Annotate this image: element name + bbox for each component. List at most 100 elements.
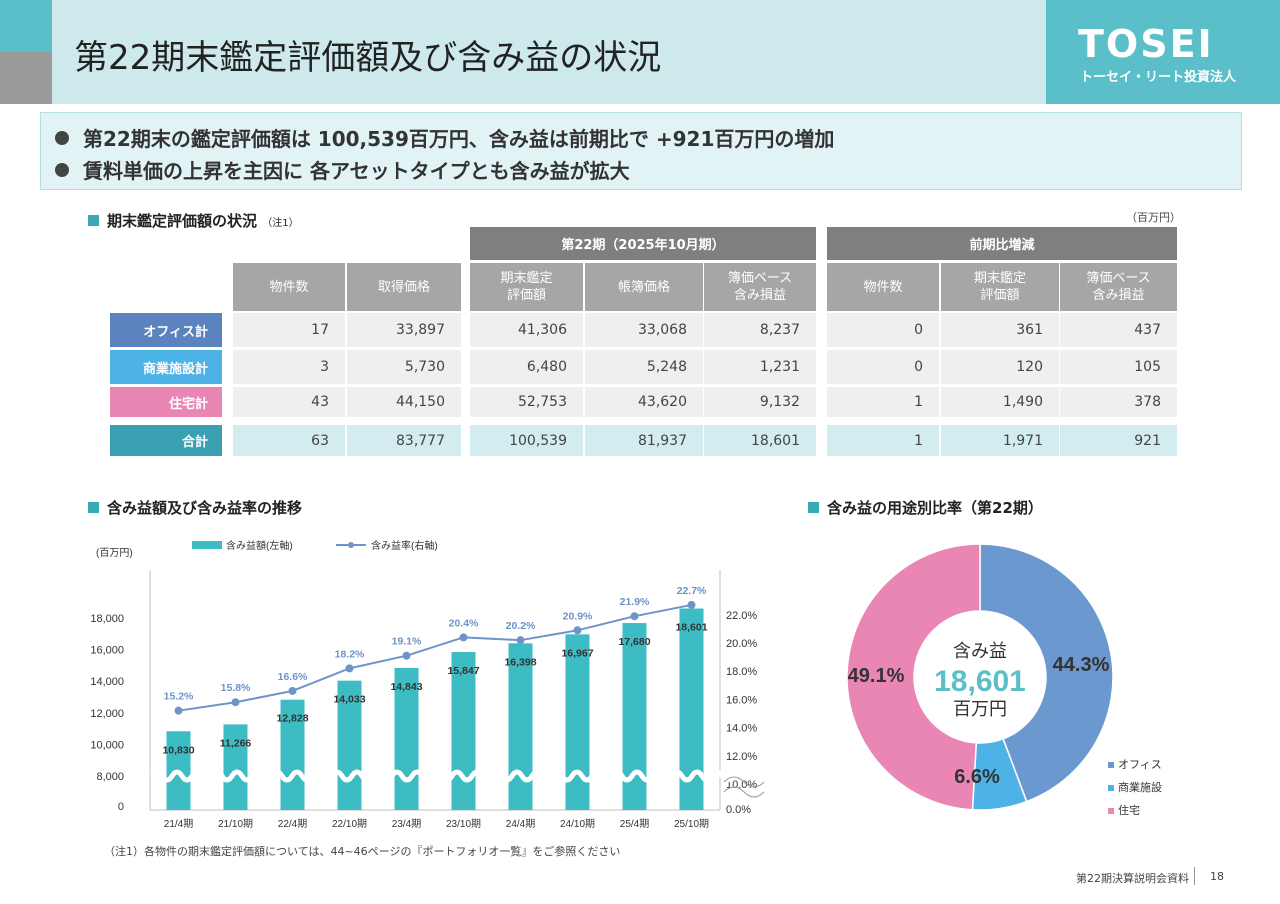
slice-value-label: 6.6% [954, 766, 1000, 788]
table-header-cell: 期末鑑定 評価額 [470, 263, 583, 311]
bar-chart-section-title: 含み益額及び含み益率の推移 [88, 497, 302, 518]
table-cell: 1,490 [941, 387, 1059, 417]
x-tick-label: 22/4期 [278, 818, 307, 830]
table-group-current: 第22期（2025年10月期） [470, 227, 816, 260]
x-tick-label: 21/10期 [218, 818, 253, 830]
right-tick-label: 22.0% [726, 610, 757, 622]
rate-point [175, 707, 183, 715]
table-total-cell: 1 [827, 425, 939, 456]
table-total-cell: 1,971 [941, 425, 1059, 456]
logo-wordmark: TOSEI [1078, 22, 1214, 66]
bar-value-label: 14,843 [390, 681, 422, 693]
rate-point [403, 652, 411, 660]
table-section-title: 期末鑑定評価額の状況 （注1） [88, 210, 299, 231]
table-header-cell: 簿価ベース 含み損益 [1060, 263, 1177, 311]
table-total-cell: 81,937 [585, 425, 703, 456]
table-header-cell: 物件数 [233, 263, 345, 311]
bar-value-label: 18,601 [675, 622, 707, 634]
bullet-dot-icon [55, 131, 69, 145]
table-header-cell: 物件数 [827, 263, 939, 311]
summary-bullet-1: 第22期末の鑑定評価額は 100,539百万円、含み益は前期比で +921百万円… [55, 123, 834, 152]
table-cell: 3 [233, 350, 345, 384]
x-tick-label: 25/4期 [620, 818, 649, 830]
bar-value-label: 10,830 [162, 744, 194, 756]
table-cell: 8,237 [704, 313, 816, 347]
donut-center-label: 含み益 [953, 641, 1007, 661]
x-tick-label: 23/10期 [446, 818, 481, 830]
left-tick-label: 10,000 [90, 739, 124, 751]
right-tick-label: 0.0% [726, 804, 751, 816]
rate-point [517, 636, 525, 644]
footer-doc-name: 第22期決算説明会資料 [1076, 870, 1189, 886]
table-header-cell: 簿価ベース 含み損益 [704, 263, 816, 311]
rate-value-label: 20.9% [563, 610, 593, 622]
x-tick-label: 23/4期 [392, 818, 421, 830]
bar-24/4期 [509, 643, 533, 810]
square-bullet-icon [88, 215, 99, 226]
bar-value-label: 17,680 [618, 636, 650, 648]
rate-point [232, 698, 240, 706]
table-cell: 5,730 [347, 350, 461, 384]
left-tick-label: 14,000 [90, 676, 124, 688]
right-tick-label: 18.0% [726, 666, 757, 678]
legend-label: 住宅 [1118, 803, 1140, 817]
rate-point [631, 612, 639, 620]
legend-label: 商業施設 [1118, 780, 1162, 794]
table-total-cell: 921 [1060, 425, 1177, 456]
legend-bar-swatch [192, 541, 222, 549]
table-cell: 105 [1060, 350, 1177, 384]
table-cell: 17 [233, 313, 345, 347]
bar-value-label: 15,847 [447, 665, 479, 677]
right-tick-label: 20.0% [726, 638, 757, 650]
legend-line-label: 含み益率(右軸) [371, 539, 438, 552]
table-cell: 52,753 [470, 387, 583, 417]
square-bullet-icon [88, 502, 99, 513]
table-cell: 120 [941, 350, 1059, 384]
left-axis-unit: (百万円) [96, 547, 133, 559]
donut-center-value: 18,601 [934, 665, 1026, 698]
rate-value-label: 22.7% [677, 585, 707, 597]
bar-24/10期 [566, 634, 590, 810]
rate-value-label: 20.4% [449, 617, 479, 629]
rate-value-label: 21.9% [620, 596, 650, 608]
table-total-cell: 18,601 [704, 425, 816, 456]
page-title: 第22期末鑑定評価額及び含み益の状況 [74, 30, 661, 79]
table-unit-label: （百万円） [1126, 209, 1181, 225]
slice-value-label: 44.3% [1053, 654, 1110, 676]
table-row-label: 合計 [110, 425, 222, 456]
table-total-cell: 63 [233, 425, 345, 456]
table-cell: 437 [1060, 313, 1177, 347]
donut-center-unit: 百万円 [953, 699, 1007, 719]
x-tick-label: 24/4期 [506, 818, 535, 830]
summary-box: 第22期末の鑑定評価額は 100,539百万円、含み益は前期比で +921百万円… [40, 112, 1242, 190]
bar-value-label: 12,828 [276, 713, 308, 725]
right-tick-label: 14.0% [726, 723, 757, 735]
pie-chart-section-title: 含み益の用途別比率（第22期） [808, 497, 1043, 518]
footer-divider [1194, 867, 1195, 885]
header-accent-bottom [0, 52, 52, 104]
x-tick-label: 25/10期 [674, 818, 709, 830]
rate-line [179, 605, 692, 711]
legend-bar-label: 含み益額(左軸) [226, 539, 293, 552]
table-cell: 6,480 [470, 350, 583, 384]
bar-value-label: 11,266 [220, 737, 252, 749]
table-cell: 44,150 [347, 387, 461, 417]
right-tick-label: 12.0% [726, 751, 757, 763]
table-cell: 1 [827, 387, 939, 417]
bar-value-label: 16,398 [504, 656, 536, 668]
right-tick-label: 16.0% [726, 694, 757, 706]
square-bullet-icon [808, 502, 819, 513]
table-header-cell: 帳簿価格 [585, 263, 703, 311]
left-tick-label: 8,000 [96, 771, 124, 783]
rate-value-label: 16.6% [278, 671, 308, 683]
bar-value-label: 16,967 [561, 647, 593, 659]
left-tick-label: 16,000 [90, 645, 124, 657]
unrealized-gain-chart: 0 8,000 10,000 12,000 14,000 16,000 18,000 0.0%… [90, 530, 790, 840]
left-tick-label: 0 [118, 801, 124, 813]
table-header-cell: 期末鑑定 評価額 [941, 263, 1059, 311]
table-total-cell: 100,539 [470, 425, 583, 456]
table-cell: 1,231 [704, 350, 816, 384]
logo: TOSEI トーセイ・リート投資法人 [1046, 0, 1280, 104]
x-tick-label: 24/10期 [560, 818, 595, 830]
